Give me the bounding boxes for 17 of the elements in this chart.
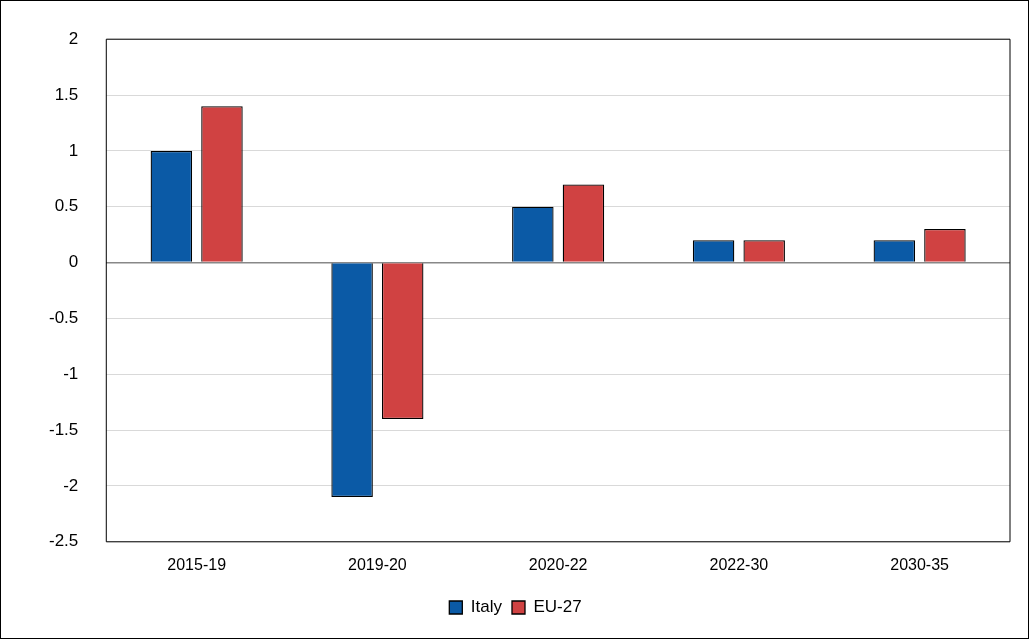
y-tick-label: 2: [68, 28, 79, 48]
y-tick-label: -2.5: [49, 531, 79, 551]
x-tick-label: 2015-19: [167, 555, 227, 573]
x-tick-label: 2030-35: [890, 555, 950, 573]
y-tick-label: 0: [68, 252, 79, 272]
y-tick-label: -1: [63, 363, 79, 383]
x-tick-label: 2019-20: [348, 555, 407, 573]
y-tick-label: -1.5: [49, 419, 79, 439]
y-tick-label: -2: [63, 475, 79, 495]
y-tick-label: 1: [68, 140, 79, 160]
legend-label: Italy: [470, 597, 503, 617]
x-tick-label: 2022-30: [709, 555, 769, 573]
y-tick-label: 0.5: [54, 196, 79, 216]
x-tick-label: 2020-22: [528, 555, 588, 573]
y-tick-label: -0.5: [49, 308, 79, 328]
legend-label: EU-27: [533, 597, 582, 617]
y-tick-label: 1.5: [54, 84, 79, 104]
